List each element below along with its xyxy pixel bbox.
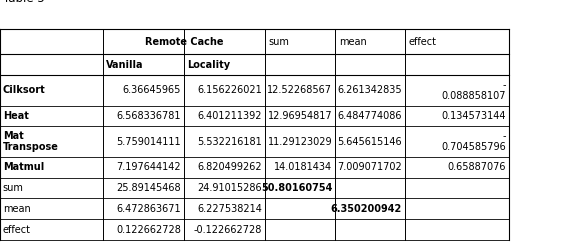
Text: Cilksort: Cilksort bbox=[3, 86, 46, 95]
Text: 5.759014111: 5.759014111 bbox=[116, 136, 181, 147]
Text: 6.401211392: 6.401211392 bbox=[197, 111, 262, 121]
Text: 6.350200942: 6.350200942 bbox=[331, 204, 402, 214]
Text: 0.122662728: 0.122662728 bbox=[116, 225, 181, 235]
Text: 6.484774086: 6.484774086 bbox=[337, 111, 402, 121]
Text: Mat
Transpose: Mat Transpose bbox=[3, 131, 59, 152]
Text: Vanilla: Vanilla bbox=[106, 60, 144, 70]
Text: 6.568336781: 6.568336781 bbox=[116, 111, 181, 121]
Text: -0.122662728: -0.122662728 bbox=[194, 225, 262, 235]
Text: 14.0181434: 14.0181434 bbox=[274, 162, 332, 172]
Text: sum: sum bbox=[268, 37, 289, 47]
Text: 6.36645965: 6.36645965 bbox=[123, 86, 181, 95]
Text: 6.820499262: 6.820499262 bbox=[197, 162, 262, 172]
Text: Heat: Heat bbox=[3, 111, 29, 121]
Text: 6.261342835: 6.261342835 bbox=[337, 86, 402, 95]
Text: Table 5: Table 5 bbox=[3, 0, 45, 5]
Text: 7.009071702: 7.009071702 bbox=[337, 162, 402, 172]
Text: 6.472863671: 6.472863671 bbox=[116, 204, 181, 214]
Text: Matmul: Matmul bbox=[3, 162, 44, 172]
Text: effect: effect bbox=[408, 37, 436, 47]
Text: 6.227538214: 6.227538214 bbox=[197, 204, 262, 214]
Text: 6.156226021: 6.156226021 bbox=[197, 86, 262, 95]
Text: mean: mean bbox=[3, 204, 31, 214]
Text: 12.52268567: 12.52268567 bbox=[268, 86, 332, 95]
Text: 50.80160754: 50.80160754 bbox=[261, 183, 332, 193]
Text: -
0.088858107: - 0.088858107 bbox=[441, 80, 506, 101]
Text: -
0.704585796: - 0.704585796 bbox=[441, 131, 506, 152]
Text: 5.645615146: 5.645615146 bbox=[337, 136, 402, 147]
Text: sum: sum bbox=[3, 183, 24, 193]
Text: 0.65887076: 0.65887076 bbox=[447, 162, 506, 172]
Text: mean: mean bbox=[339, 37, 366, 47]
Text: 25.89145468: 25.89145468 bbox=[116, 183, 181, 193]
Text: effect: effect bbox=[3, 225, 31, 235]
Text: Remote Cache: Remote Cache bbox=[144, 37, 223, 47]
Text: 0.134573144: 0.134573144 bbox=[441, 111, 506, 121]
Text: Locality: Locality bbox=[187, 60, 231, 70]
Text: 12.96954817: 12.96954817 bbox=[268, 111, 332, 121]
Text: 11.29123029: 11.29123029 bbox=[268, 136, 332, 147]
Text: 5.532216181: 5.532216181 bbox=[197, 136, 262, 147]
Text: 7.197644142: 7.197644142 bbox=[116, 162, 181, 172]
Text: 24.91015286: 24.91015286 bbox=[197, 183, 262, 193]
